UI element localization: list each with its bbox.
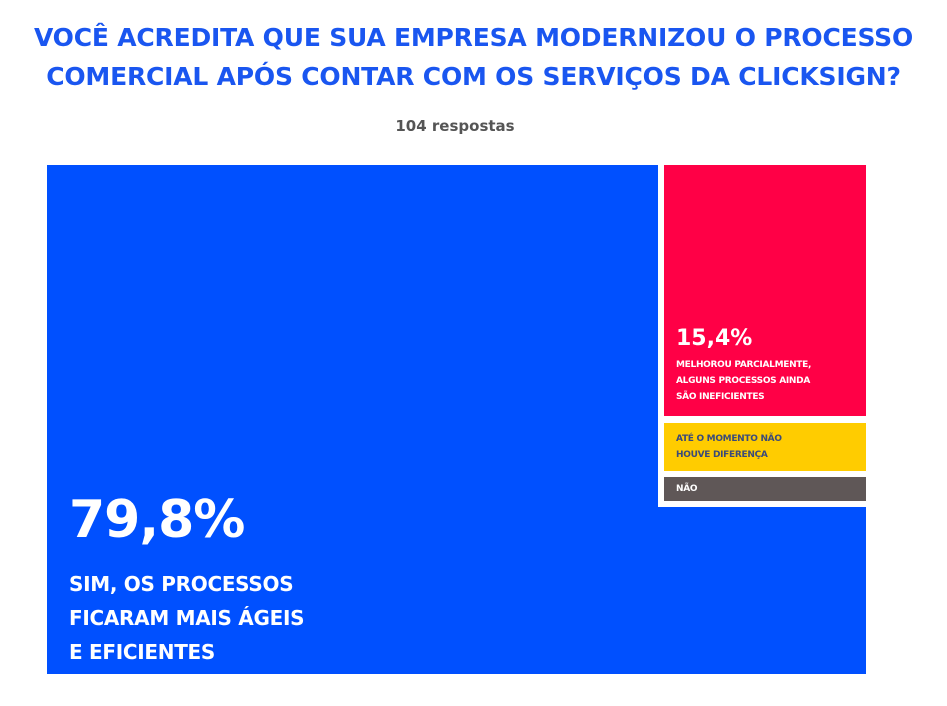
tile-sim-label-line-1: SIM, OS PROCESSOS xyxy=(69,572,294,596)
tile-melhorou-label-line-1: MELHOROU PARCIALMENTE, xyxy=(676,360,812,370)
tile-melhorou-label: MELHOROU PARCIALMENTE, ALGUNS PROCESSOS … xyxy=(676,357,811,405)
tile-nao-label: NÃO xyxy=(676,481,698,497)
tile-melhorou-label-line-2: ALGUNS PROCESSOS AINDA xyxy=(676,376,810,386)
chart-title: VOCÊ ACREDITA QUE SUA EMPRESA MODERNIZOU… xyxy=(0,18,947,96)
tile-nao-label-line-1: NÃO xyxy=(676,484,698,494)
tile-sim-label-line-3: E EFICIENTES xyxy=(69,640,216,664)
treemap-tile-sem-diferenca: ATÉ O MOMENTO NÃO HOUVE DIFERENÇA xyxy=(664,423,866,471)
tile-melhorou-value: 15,4% xyxy=(676,326,753,351)
chart-title-line-1: VOCÊ ACREDITA QUE SUA EMPRESA MODERNIZOU… xyxy=(33,23,914,52)
tile-sem-diferenca-label-line-1: ATÉ O MOMENTO NÃO xyxy=(676,434,782,444)
tile-sim-value: 79,8% xyxy=(69,490,245,550)
tile-sem-diferenca-label: ATÉ O MOMENTO NÃO HOUVE DIFERENÇA xyxy=(676,431,782,463)
treemap-tile-nao: NÃO xyxy=(664,477,866,501)
tile-sim-label: SIM, OS PROCESSOS FICARAM MAIS ÁGEIS E E… xyxy=(69,567,305,669)
chart-subtitle: 104 respostas xyxy=(395,117,515,135)
treemap-tile-melhorou: 15,4% MELHOROU PARCIALMENTE, ALGUNS PROC… xyxy=(664,165,866,416)
chart-title-line-2: COMERCIAL APÓS CONTAR COM OS SERVIÇOS DA… xyxy=(46,62,901,91)
tile-sim-label-line-2: FICARAM MAIS ÁGEIS xyxy=(69,606,305,630)
tile-sem-diferenca-label-line-2: HOUVE DIFERENÇA xyxy=(676,450,768,460)
tile-melhorou-label-line-3: SÃO INEFICIENTES xyxy=(676,392,765,402)
